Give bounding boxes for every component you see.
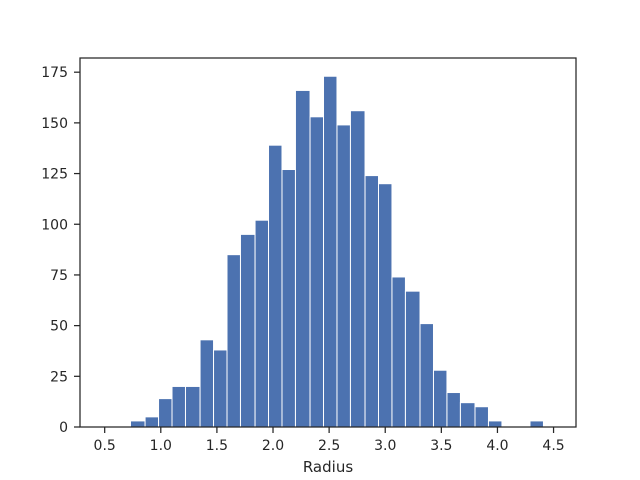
x-axis-ticks: 0.5 1.0 1.5 2.0 2.5 3.0 3.5 4.0 4.5 [94,427,565,454]
histogram-bar-16 [336,124,351,428]
histogram-bar-30 [529,420,544,428]
x-tick-label-5: 3.0 [374,438,396,454]
x-tick-label-3: 2.0 [262,438,284,454]
histogram-bar-7 [213,349,228,428]
histogram-bar-27 [487,420,503,428]
x-tick-label-2: 1.5 [206,438,228,454]
histogram-bars [129,75,544,428]
y-tick-label-0: 0 [59,420,68,436]
histogram-bar-13 [294,89,311,428]
histogram-bar-1 [129,420,146,428]
histogram-bar-18 [364,175,379,428]
histogram-bar-10 [254,219,270,428]
histogram-bar-20 [391,276,406,428]
y-axis-ticks: 0 25 50 75 100 125 150 175 [41,65,80,436]
x-axis-label: Radius [303,458,353,476]
histogram-bar-5 [184,385,201,428]
y-tick-label-3: 75 [50,268,68,284]
histogram-bar-6 [199,339,215,428]
histogram-bar-22 [419,323,434,428]
x-tick-label-0: 0.5 [94,438,116,454]
x-tick-label-8: 4.5 [542,438,564,454]
y-tick-label-1: 25 [50,369,68,385]
histogram-bar-25 [459,402,476,428]
histogram-bar-2 [144,416,160,428]
histogram-bar-26 [474,406,489,428]
histogram-bar-11 [268,144,283,428]
y-tick-label-7: 175 [41,65,68,81]
x-tick-label-7: 4.0 [486,438,508,454]
y-tick-label-5: 125 [41,167,68,183]
histogram-bar-12 [281,169,296,428]
histogram-bar-24 [446,392,461,428]
histogram-bar-4 [171,385,186,428]
axes-frame [79,57,577,428]
y-tick-label-2: 50 [50,319,68,335]
histogram-bar-15 [323,75,338,428]
histogram-bar-21 [404,290,421,428]
histogram-bar-17 [349,110,366,428]
x-tick-label-4: 2.5 [318,438,340,454]
histogram-bar-23 [432,369,448,428]
y-tick-label-4: 100 [41,217,68,233]
histogram-bar-9 [239,233,256,428]
histogram-bar-14 [309,116,325,428]
x-tick-label-1: 1.0 [150,438,172,454]
histogram-bar-3 [158,398,173,428]
y-tick-label-6: 150 [41,116,68,132]
x-tick-label-6: 3.5 [430,438,452,454]
histogram-bar-19 [377,183,393,428]
histogram-bar-8 [226,254,241,428]
